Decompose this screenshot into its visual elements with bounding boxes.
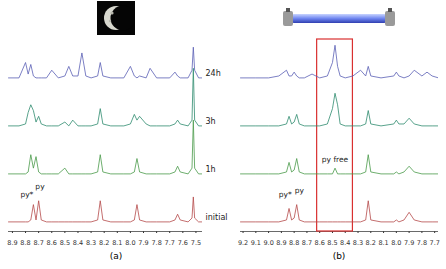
svg-text:py: py <box>35 182 45 191</box>
svg-text:8.8: 8.8 <box>289 239 299 247</box>
svg-text:7.7: 7.7 <box>429 239 439 247</box>
svg-text:8.9: 8.9 <box>7 239 17 247</box>
svg-text:initial: initial <box>206 213 228 222</box>
svg-text:8.7: 8.7 <box>302 239 312 247</box>
svg-text:8.2: 8.2 <box>366 239 376 247</box>
svg-text:py*: py* <box>279 190 292 199</box>
svg-text:8.8: 8.8 <box>20 239 30 247</box>
svg-text:py free: py free <box>322 155 349 164</box>
svg-text:8.0: 8.0 <box>391 239 401 247</box>
svg-text:7.9: 7.9 <box>404 239 414 247</box>
svg-text:8.0: 8.0 <box>125 239 135 247</box>
svg-text:9.1: 9.1 <box>251 239 261 247</box>
svg-text:8.3: 8.3 <box>86 239 96 247</box>
svg-text:py*: py* <box>20 190 33 199</box>
svg-text:1h: 1h <box>206 165 216 174</box>
svg-text:8.5: 8.5 <box>327 239 337 247</box>
svg-text:9.2: 9.2 <box>238 239 248 247</box>
svg-text:8.7: 8.7 <box>33 239 43 247</box>
svg-text:24h: 24h <box>206 69 221 78</box>
svg-text:3h: 3h <box>206 117 216 126</box>
svg-text:8.4: 8.4 <box>340 239 350 247</box>
svg-text:8.1: 8.1 <box>378 239 388 247</box>
svg-text:7.9: 7.9 <box>138 239 148 247</box>
svg-text:8.9: 8.9 <box>276 239 286 247</box>
svg-text:8.3: 8.3 <box>353 239 363 247</box>
html-text:(b): (b) <box>332 251 346 261</box>
html-text:(a): (a) <box>109 251 123 261</box>
svg-text:7.7: 7.7 <box>165 239 175 247</box>
svg-text:8.6: 8.6 <box>315 239 325 247</box>
svg-text:7.8: 7.8 <box>151 239 161 247</box>
svg-text:py: py <box>295 186 305 195</box>
svg-text:7.5: 7.5 <box>191 239 201 247</box>
svg-text:8.1: 8.1 <box>112 239 122 247</box>
svg-text:7.6: 7.6 <box>178 239 188 247</box>
svg-text:8.2: 8.2 <box>99 239 109 247</box>
svg-text:8.4: 8.4 <box>73 239 83 247</box>
svg-text:8.5: 8.5 <box>60 239 70 247</box>
svg-text:9.0: 9.0 <box>263 239 273 247</box>
svg-text:8.6: 8.6 <box>47 239 57 247</box>
svg-text:7.8: 7.8 <box>417 239 427 247</box>
